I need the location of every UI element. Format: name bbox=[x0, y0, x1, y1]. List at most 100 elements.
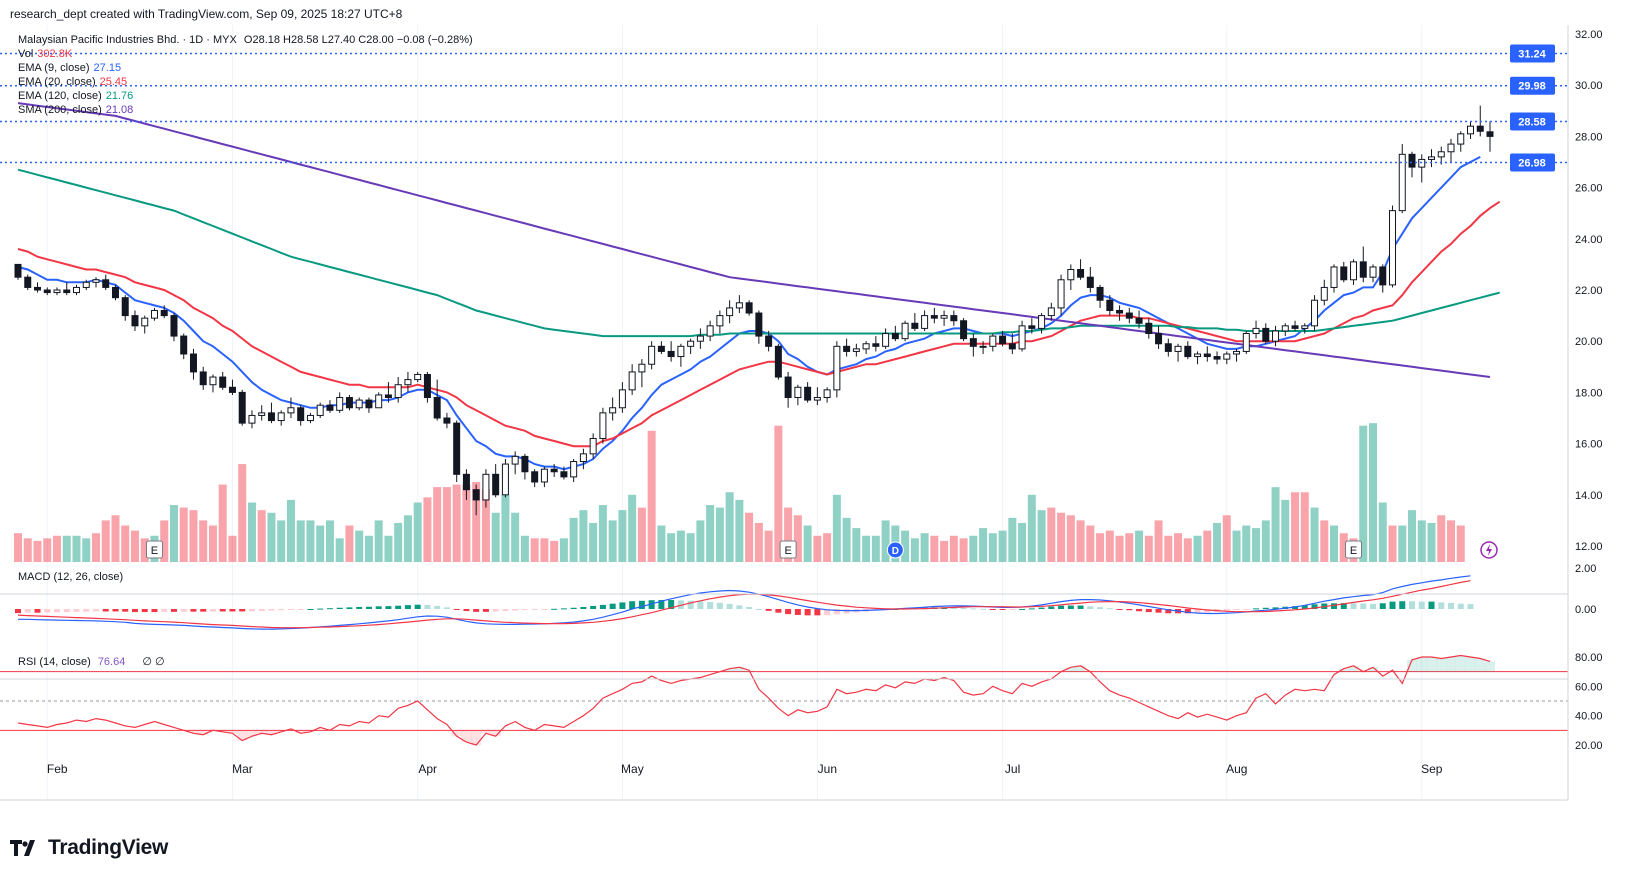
volume-bar bbox=[764, 530, 773, 562]
macd-histogram-bar bbox=[83, 609, 90, 612]
legend-ema9[interactable]: EMA (9, close) 27.15 bbox=[18, 61, 473, 75]
macd-histogram-bar bbox=[219, 609, 226, 612]
dividend-marker[interactable]: D bbox=[886, 541, 904, 559]
candle bbox=[482, 469, 490, 508]
symbol-title[interactable]: Malaysian Pacific Industries Bhd. · 1D ·… bbox=[18, 34, 237, 46]
rsi-overbought-fill bbox=[734, 667, 745, 672]
candle-body bbox=[14, 263, 22, 278]
candle bbox=[414, 371, 422, 383]
rsi-oversold-fill bbox=[237, 730, 248, 741]
volume-bar bbox=[706, 505, 715, 562]
legend-ema20-value: 25.45 bbox=[99, 76, 128, 88]
candle bbox=[843, 338, 851, 357]
candle-body bbox=[501, 463, 509, 496]
macd-histogram-bar bbox=[424, 604, 431, 609]
candle bbox=[950, 310, 958, 326]
candle bbox=[92, 277, 100, 288]
rsi-overbought-fill bbox=[1368, 667, 1379, 672]
lightning-icon[interactable] bbox=[1480, 541, 1498, 559]
earnings-marker-badge bbox=[145, 540, 163, 559]
candle-body bbox=[131, 315, 139, 327]
candle bbox=[1184, 341, 1192, 360]
volume-bar bbox=[598, 505, 607, 562]
candle bbox=[833, 341, 841, 398]
rsi-overbought-fill bbox=[1065, 667, 1076, 672]
volume-bar bbox=[871, 535, 880, 562]
volume-bar bbox=[823, 533, 832, 562]
macd-histogram-bar bbox=[1448, 602, 1455, 609]
macd-histogram-bar bbox=[1428, 601, 1435, 609]
candle-body bbox=[1223, 353, 1231, 360]
macd-histogram-bar bbox=[404, 605, 411, 609]
volume-bar bbox=[179, 507, 188, 562]
candle-body bbox=[453, 422, 461, 475]
macd-histogram-bar bbox=[375, 606, 382, 609]
macd-histogram-bar bbox=[1155, 609, 1162, 613]
volume-bar bbox=[969, 535, 978, 562]
tradingview-logo[interactable]: TradingView bbox=[10, 836, 168, 860]
candle bbox=[131, 310, 139, 331]
volume-bar bbox=[1076, 520, 1085, 562]
macd-legend[interactable]: MACD (12, 26, close) bbox=[18, 570, 123, 584]
candle bbox=[53, 287, 61, 296]
candle bbox=[1096, 284, 1104, 308]
rsi-oversold-fill bbox=[305, 730, 316, 732]
candle bbox=[1164, 338, 1172, 357]
macd-histogram-bar bbox=[1389, 601, 1396, 609]
candle bbox=[550, 464, 558, 477]
candle bbox=[277, 410, 285, 426]
legend-ema120[interactable]: EMA (120, close) 21.76 bbox=[18, 89, 473, 103]
candle bbox=[1437, 146, 1445, 165]
legend-sma200[interactable]: SMA (200, close) 21.08 bbox=[18, 103, 473, 117]
earnings-marker[interactable]: E bbox=[145, 540, 163, 559]
price-level-tag bbox=[1510, 44, 1555, 63]
volume-bar bbox=[1359, 425, 1368, 562]
volume-bar bbox=[1291, 492, 1300, 562]
symbol-title-row: Malaysian Pacific Industries Bhd. · 1D ·… bbox=[18, 33, 473, 47]
volume-bar bbox=[1213, 522, 1222, 562]
candle bbox=[1233, 348, 1241, 362]
candle bbox=[316, 402, 324, 418]
symbol-ohlc: O28.18 H28.58 L27.40 C28.00 −0.08 (−0.28… bbox=[243, 34, 473, 46]
volume-bar bbox=[1447, 520, 1456, 562]
macd-histogram-bar bbox=[1058, 605, 1065, 609]
candle-body bbox=[804, 386, 812, 401]
volume-bar bbox=[589, 522, 598, 562]
candle bbox=[579, 448, 587, 470]
candle-body bbox=[618, 389, 626, 409]
price-level-tag-label: 31.24 bbox=[1518, 48, 1546, 60]
rsi-legend[interactable]: RSI (14, close) 76.64 ∅ ∅ bbox=[18, 655, 165, 669]
rsi-line bbox=[17, 654, 1491, 746]
candle bbox=[423, 371, 431, 403]
rsi-legend-value: 76.64 bbox=[97, 656, 126, 668]
candle bbox=[1291, 320, 1299, 331]
volume-bar bbox=[121, 525, 130, 562]
candle-body bbox=[258, 412, 266, 416]
volume-bar bbox=[1300, 492, 1309, 562]
macd-histogram-bar bbox=[765, 609, 772, 611]
macd-histogram-bar bbox=[1301, 605, 1308, 609]
candle-body bbox=[765, 335, 773, 347]
macd-histogram-bar bbox=[268, 609, 275, 611]
rsi-oversold-fill bbox=[227, 730, 238, 734]
macd-histogram-bar bbox=[1370, 603, 1377, 609]
macd-histogram-bar bbox=[1204, 609, 1211, 613]
candle-body bbox=[1125, 312, 1133, 319]
candle-body bbox=[306, 414, 314, 422]
candle bbox=[999, 330, 1007, 347]
candle-body bbox=[1038, 315, 1046, 329]
legend-vol[interactable]: Vol 302.8K bbox=[18, 47, 473, 61]
macd-histogram-bar bbox=[297, 609, 304, 610]
macd-histogram-bar bbox=[833, 609, 840, 615]
volume-bar bbox=[423, 497, 432, 562]
earnings-marker[interactable]: E bbox=[779, 540, 797, 559]
legend-ema20[interactable]: EMA (20, close) 25.45 bbox=[18, 75, 473, 89]
earnings-marker[interactable]: E bbox=[1345, 540, 1363, 559]
volume-bar bbox=[1037, 510, 1046, 562]
volume-bar bbox=[433, 487, 442, 562]
candle-body bbox=[1106, 299, 1114, 311]
candle bbox=[1047, 302, 1055, 321]
rsi-legend-label: RSI (14, close) bbox=[18, 656, 91, 668]
candle bbox=[1301, 323, 1309, 334]
